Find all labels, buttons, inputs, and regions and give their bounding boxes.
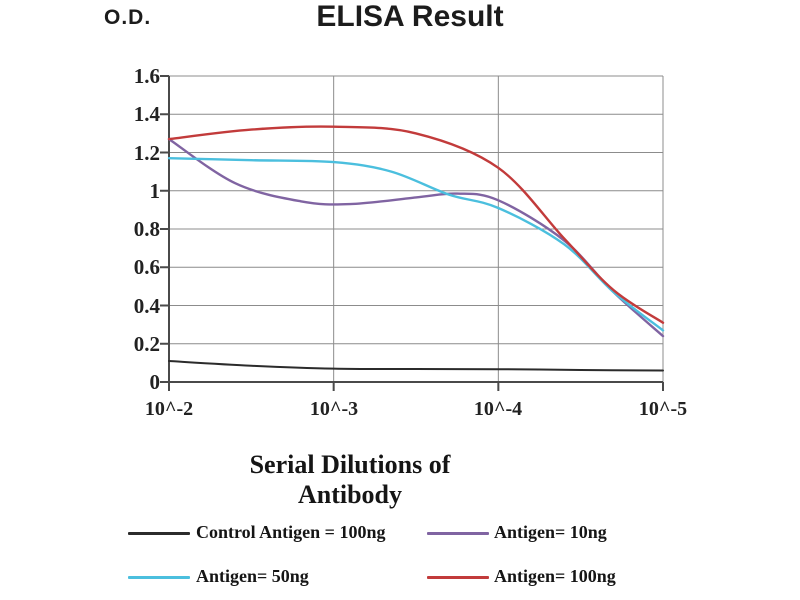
y-tick-label: 0.8 <box>133 217 160 241</box>
x-tick-label: 10^-3 <box>309 398 359 420</box>
y-tick-label: 0 <box>149 370 161 394</box>
legend-label-antigen-10ng: Antigen= 10ng <box>494 522 607 542</box>
x-tick-label: 10^-4 <box>473 398 523 420</box>
legend-label-control-antigen: Control Antigen = 100ng <box>196 522 386 542</box>
series-line-2 <box>167 157 665 332</box>
x-tick-label: 10^-5 <box>638 398 688 420</box>
y-axis-unit-label: O.D. <box>104 6 152 29</box>
legend-swatch-antigen-100ng <box>427 576 489 579</box>
series-line-0 <box>168 360 664 372</box>
y-tick-label: 0.6 <box>133 255 160 279</box>
y-tick-label: 1 <box>149 179 161 203</box>
legend-swatch-antigen-50ng <box>128 576 190 579</box>
series-line-3 <box>167 125 665 324</box>
legend-swatch-control-antigen <box>128 532 190 535</box>
legend-label-antigen-100ng: Antigen= 100ng <box>494 566 616 586</box>
y-tick-label: 1.6 <box>133 64 160 88</box>
chart-title: ELISA Result <box>316 0 504 33</box>
legend-swatch-antigen-10ng <box>427 532 489 535</box>
y-tick-label: 1.2 <box>133 141 160 165</box>
legend-label-antigen-50ng: Antigen= 50ng <box>196 566 309 586</box>
y-tick-label: 0.4 <box>133 294 160 318</box>
y-tick-label: 1.4 <box>133 102 160 126</box>
series-line-1 <box>167 137 665 338</box>
x-axis-title: Serial Dilutions of Antibody <box>249 450 451 509</box>
y-tick-label: 0.2 <box>133 332 160 356</box>
x-tick-label: 10^-2 <box>144 398 194 420</box>
